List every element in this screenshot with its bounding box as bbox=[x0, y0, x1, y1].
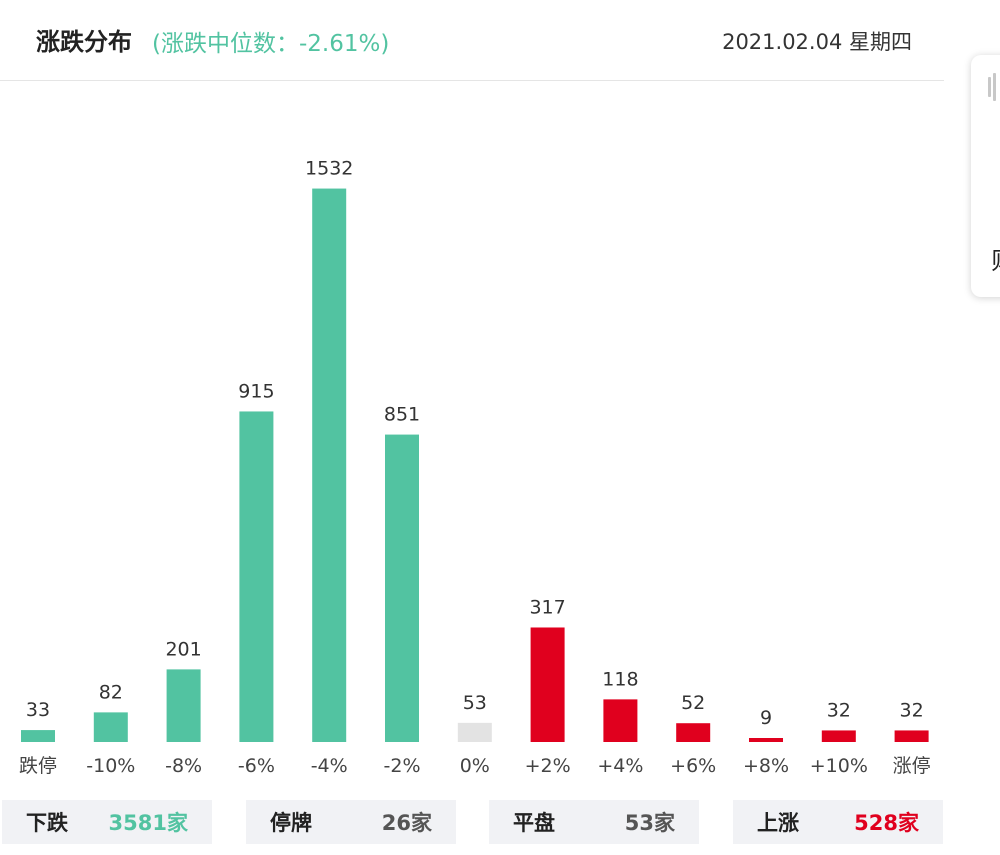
bar-5 bbox=[385, 434, 419, 742]
bar-3 bbox=[239, 411, 274, 742]
category-label-6: 0% bbox=[460, 755, 490, 777]
value-label-8: 118 bbox=[602, 668, 638, 690]
value-label-2: 201 bbox=[165, 638, 201, 660]
value-label-3: 915 bbox=[238, 380, 274, 402]
category-label-10: +8% bbox=[743, 755, 789, 777]
bar-4 bbox=[312, 188, 347, 742]
bar-0 bbox=[21, 730, 55, 742]
bar-icon bbox=[988, 77, 991, 97]
summary-value: 3581家 bbox=[108, 811, 188, 835]
value-label-9: 52 bbox=[681, 692, 705, 714]
chart-header: 涨跌分布 (涨跌中位数：-2.61%) 2021.02.04 星期四 bbox=[0, 0, 944, 81]
value-label-12: 32 bbox=[900, 699, 924, 721]
bar-2 bbox=[166, 669, 201, 742]
summary-down: 下跌 3581家 bbox=[2, 800, 212, 844]
category-label-12: 涨停 bbox=[893, 755, 931, 777]
bar-8 bbox=[603, 699, 638, 742]
distribution-bar-chart: 33 跌停 82 -10% 201 -8% 915 -6% 1532 -4% 851 -2% 53 0% 3… bbox=[19, 158, 931, 777]
side-panel-text: 则 bbox=[991, 241, 1000, 276]
value-label-7: 317 bbox=[529, 596, 565, 618]
bar-10 bbox=[749, 738, 783, 742]
category-label-9: +6% bbox=[670, 755, 716, 777]
bar-6 bbox=[457, 722, 492, 742]
trade-date: 2021.02.04 星期四 bbox=[722, 30, 912, 54]
summary-suspended: 停牌 26家 bbox=[246, 800, 456, 844]
summary-value: 53家 bbox=[624, 811, 675, 835]
category-label-8: +4% bbox=[597, 755, 643, 777]
summary-label: 平盘 bbox=[513, 811, 555, 835]
side-panel[interactable]: 则 bbox=[971, 55, 1000, 297]
bar-12 bbox=[894, 730, 929, 742]
value-label-10: 9 bbox=[760, 707, 772, 729]
value-label-6: 53 bbox=[463, 692, 487, 714]
category-label-5: -2% bbox=[384, 755, 421, 777]
summary-label: 下跌 bbox=[26, 811, 68, 835]
chart-title: 涨跌分布 bbox=[36, 28, 132, 56]
category-label-7: +2% bbox=[525, 755, 571, 777]
summary-value: 26家 bbox=[381, 811, 432, 835]
bar-7 bbox=[530, 627, 565, 742]
category-label-11: +10% bbox=[810, 755, 868, 777]
summary-label: 停牌 bbox=[270, 811, 312, 835]
bar-icon bbox=[993, 73, 996, 101]
category-label-3: -6% bbox=[238, 755, 275, 777]
summary-value: 528家 bbox=[854, 811, 919, 835]
value-label-4: 1532 bbox=[305, 158, 353, 180]
value-label-0: 33 bbox=[26, 699, 50, 721]
value-label-11: 32 bbox=[827, 699, 851, 721]
category-label-0: 跌停 bbox=[19, 755, 57, 777]
summary-flat: 平盘 53家 bbox=[489, 800, 699, 844]
value-label-1: 82 bbox=[99, 681, 123, 703]
median-change: (涨跌中位数：-2.61%) bbox=[152, 31, 390, 57]
category-label-1: -10% bbox=[86, 755, 135, 777]
value-label-5: 851 bbox=[384, 404, 420, 426]
bar-11 bbox=[821, 730, 856, 742]
bar-1 bbox=[93, 712, 128, 742]
category-label-2: -8% bbox=[165, 755, 202, 777]
summary-up: 上涨 528家 bbox=[733, 800, 943, 844]
bar-9 bbox=[676, 723, 711, 742]
category-label-4: -4% bbox=[311, 755, 348, 777]
summary-label: 上涨 bbox=[757, 811, 799, 835]
